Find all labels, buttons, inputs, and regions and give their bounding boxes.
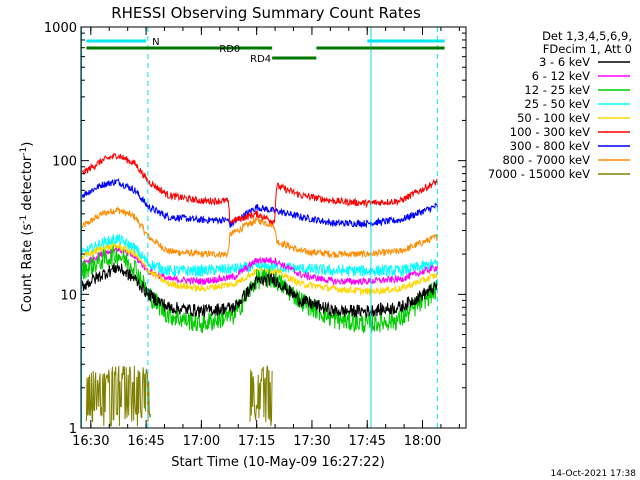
series-line [81, 178, 438, 229]
legend: Det 1,3,4,5,6,9,FDecim 1, Att 03 - 6 keV… [488, 29, 632, 181]
y-tick-label: 1 [69, 422, 77, 437]
series-line [81, 205, 438, 259]
footer-date: 14-Oct-2021 17:38 [551, 469, 637, 479]
series-line [81, 242, 438, 297]
legend-entry-label: 100 - 300 keV [510, 125, 590, 139]
legend-entry-label: 7000 - 15000 keV [488, 167, 590, 181]
legend-entry-label: 6 - 12 keV [532, 69, 590, 83]
series-line [82, 152, 438, 225]
flag-label: RD4 [250, 54, 271, 65]
series-line [81, 245, 438, 334]
x-tick-label: 17:45 [348, 434, 385, 449]
y-axis-label-mid: detector [20, 155, 35, 215]
y-tick-label: 100 [52, 155, 77, 170]
legend-header: Det 1,3,4,5,6,9, [542, 29, 632, 43]
vline-layer [81, 27, 438, 428]
x-tick-label: 17:00 [183, 434, 220, 449]
y-tick-label: 10 [60, 288, 77, 303]
series-line [81, 262, 438, 319]
axis-layer: 16:30 16:45 17:00 17:15 17:30 17:45 18:00 1 10 10… [44, 21, 466, 449]
x-tick-label: 16:45 [127, 434, 164, 449]
flag-label: RD0 [219, 44, 240, 55]
flag-layer: N RD0 RD4 [86, 37, 445, 65]
legend-entry-label: 12 - 25 keV [524, 83, 590, 97]
x-tick-label: 17:30 [293, 434, 330, 449]
series-bursts [85, 365, 151, 427]
y-axis-label-sup1: -1 [19, 215, 29, 224]
flag-label: N [152, 37, 159, 48]
x-tick-label: 17:15 [238, 434, 275, 449]
legend-entry-label: 25 - 50 keV [524, 97, 590, 111]
legend-entry-label: 50 - 100 keV [517, 111, 590, 125]
x-axis-label: Start Time (10-May-09 16:27:22) [171, 455, 385, 470]
series-bursts [249, 365, 273, 427]
legend-entry-label: 3 - 6 keV [539, 55, 590, 69]
x-tick-label: 16:30 [72, 434, 109, 449]
legend-header: FDecim 1, Att 0 [543, 42, 632, 56]
legend-entry-label: 800 - 7000 keV [502, 153, 590, 167]
y-axis-label-end: ) [20, 142, 35, 147]
y-axis-label: Count Rate (s-1 detector-1) [19, 142, 35, 313]
x-tick-label: 18:00 [404, 434, 441, 449]
series-layer [81, 152, 438, 427]
y-axis-label-sup2: -1 [19, 147, 29, 156]
y-axis-label-main: Count Rate (s [20, 224, 35, 313]
plot-frame [80, 26, 467, 429]
legend-entry-label: 300 - 800 keV [510, 139, 590, 153]
y-tick-label: 1000 [44, 21, 77, 36]
chart-title: RHESSI Observing Summary Count Rates [111, 4, 421, 22]
